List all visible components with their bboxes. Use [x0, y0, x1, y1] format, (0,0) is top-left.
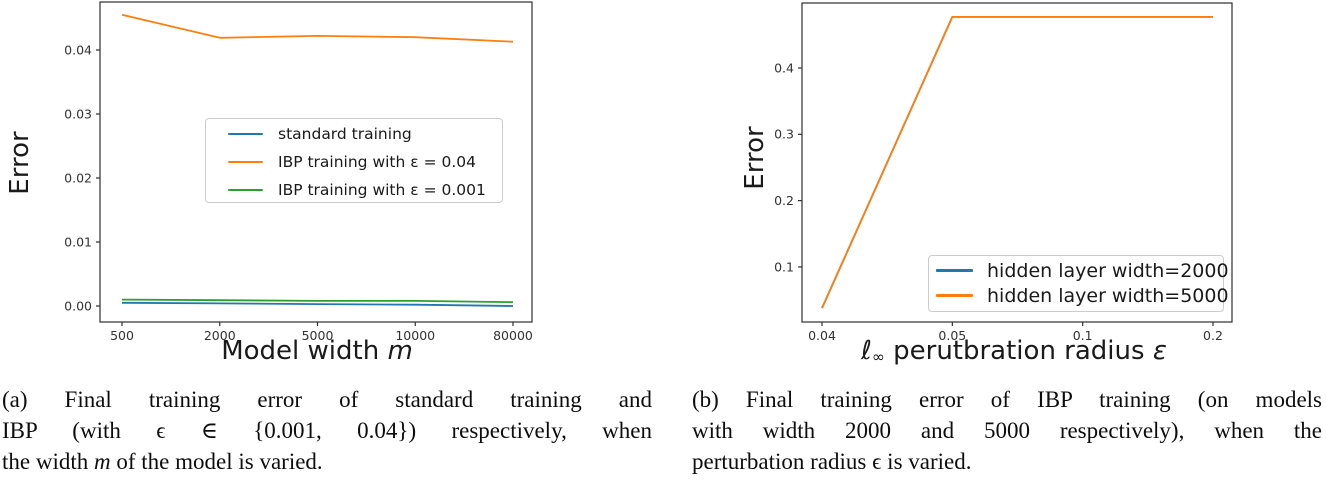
series-line [121, 301, 514, 307]
caption-line: IBP (with ϵ ∈ {0.001, 0.04}) respectivel… [2, 415, 652, 446]
legend-entry: IBP training with ε = 0.04 [228, 148, 502, 176]
chart-b-xlabel: ℓ∞ perutbration radius ε [861, 336, 1167, 366]
x-tick-label: 0.2 [1203, 328, 1223, 343]
label-segment: (a) Final training error of standard tra… [2, 387, 652, 412]
y-tick-label: 0.02 [64, 170, 92, 185]
x-tick-label: 500 [110, 328, 134, 343]
caption-line: with width 2000 and 5000 respectively), … [692, 415, 1322, 446]
label-segment: ∞ [871, 348, 885, 367]
y-tick-label: 0.3 [774, 127, 794, 142]
y-tick-label: 0.04 [64, 42, 92, 57]
plot-border [801, 2, 1233, 323]
label-segment: of the model is varied. [110, 449, 323, 474]
line-swatch-blue [228, 132, 263, 136]
label-segment: ℓ [861, 336, 872, 366]
y-tick-label: 0.01 [64, 234, 92, 249]
legend-label: IBP training with ε = 0.04 [278, 153, 476, 171]
chart-a-plot: 500 2000 5000 10000 80000 0.00 0.01 0.02 0.03 0.0… [64, 1, 533, 343]
y-tick-label: 0.03 [64, 106, 92, 121]
y-tick-label: 0.4 [774, 60, 794, 75]
x-tick-label: 0.05 [938, 328, 966, 343]
chart-a-legend: standard training IBP training with ε = … [205, 118, 503, 203]
chart-b-plot: 0.04 0.05 0.1 0.2 0.1 0.2 0.3 0.4 [774, 2, 1233, 343]
label-segment: IBP (with ϵ ∈ {0.001, 0.04}) respectivel… [2, 418, 652, 443]
series-line [821, 15, 1213, 309]
caption-line: the width m of the model is varied. [2, 446, 652, 477]
label-segment: perturbation radius ϵ is varied. [692, 449, 972, 474]
series-line [121, 298, 514, 304]
line-swatch-blue [936, 269, 973, 272]
label-segment: the width [2, 449, 94, 474]
x-tick-label: 0.1 [1073, 328, 1093, 343]
label-segment: perutbration radius [884, 336, 1153, 366]
x-tick-label: 5000 [302, 328, 334, 343]
y-tick-label: 0.00 [64, 298, 92, 313]
caption-a: (a) Final training error of standard tra… [2, 384, 652, 477]
x-tick-label: 10000 [395, 328, 435, 343]
legend-label: IBP training with ε = 0.001 [278, 181, 486, 199]
line-swatch-orange [228, 160, 263, 164]
line-swatch-green [228, 188, 263, 192]
plot-border [99, 1, 533, 323]
series-line [121, 13, 514, 43]
legend-entry: hidden layer width=2000 [936, 258, 1229, 283]
line-swatch-orange [936, 294, 973, 297]
chart-a-ylabel: Error [5, 131, 35, 195]
label-segment: ε [1152, 336, 1167, 366]
x-tick-label: 80000 [493, 328, 533, 343]
legend-entry: hidden layer width=5000 [936, 283, 1229, 308]
caption-b: (b) Final training error of IBP training… [692, 384, 1322, 477]
x-tick-label: 0.04 [808, 328, 836, 343]
label-segment: Model width [221, 336, 388, 366]
chart-b-legend: hidden layer width=2000 hidden layer wid… [928, 255, 1229, 312]
chart-b-ylabel: Error [740, 126, 770, 190]
label-segment: m [387, 336, 413, 366]
label-segment: with width 2000 and 5000 respectively), … [692, 418, 1322, 443]
label-segment: (b) Final training error of IBP training… [692, 387, 1322, 412]
caption-line: (a) Final training error of standard tra… [2, 384, 652, 415]
charts-canvas: 500 2000 5000 10000 80000 0.00 0.01 0.02 0.03 0.0… [64, 1, 1233, 343]
y-tick-label: 0.1 [774, 259, 794, 274]
legend-entry: standard training [228, 120, 502, 148]
chart-a-xlabel: Model width m [221, 336, 413, 366]
x-tick-label: 2000 [204, 328, 236, 343]
caption-line: perturbation radius ϵ is varied. [692, 446, 1322, 477]
legend-label: standard training [278, 125, 412, 143]
legend-label: hidden layer width=5000 [987, 284, 1229, 307]
legend-label: hidden layer width=2000 [987, 259, 1229, 282]
legend-entry: IBP training with ε = 0.001 [228, 176, 502, 204]
caption-line: (b) Final training error of IBP training… [692, 384, 1322, 415]
label-segment: m [94, 449, 111, 474]
y-tick-label: 0.2 [774, 193, 794, 208]
